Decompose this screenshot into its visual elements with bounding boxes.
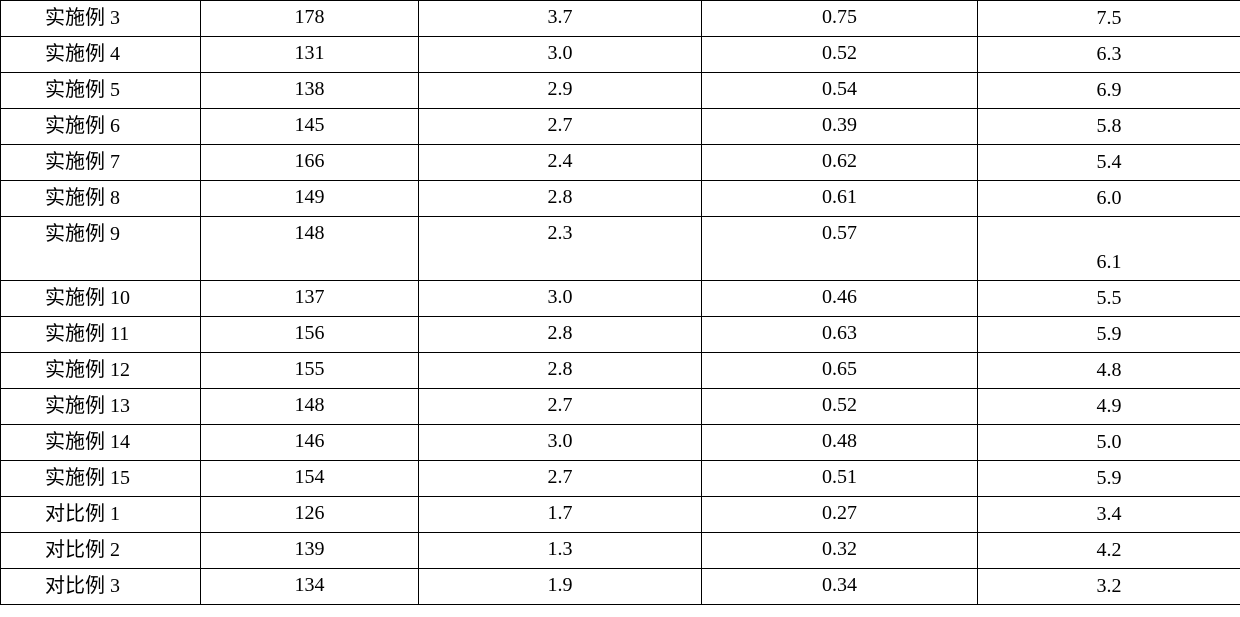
table-row: 对比例 11261.70.273.4	[1, 497, 1240, 533]
cell-value: 3.2	[978, 569, 1240, 605]
cell-value: 137	[201, 281, 419, 317]
cell-value: 0.54	[702, 73, 978, 109]
cell-value: 7.5	[978, 1, 1240, 37]
table-container: 实施例 31783.70.757.5实施例 41313.00.526.3实施例 …	[0, 0, 1240, 617]
cell-value: 148	[201, 217, 419, 281]
cell-value: 138	[201, 73, 419, 109]
cell-value: 0.52	[702, 389, 978, 425]
table-row: 实施例 131482.70.524.9	[1, 389, 1240, 425]
cell-value: 131	[201, 37, 419, 73]
row-label: 实施例 3	[1, 1, 201, 37]
table-row: 实施例 141463.00.485.0	[1, 425, 1240, 461]
cell-value: 1.9	[419, 569, 702, 605]
cell-value: 4.2	[978, 533, 1240, 569]
table-row: 实施例 91482.30.576.1	[1, 217, 1240, 281]
cell-value: 2.3	[419, 217, 702, 281]
row-label: 实施例 7	[1, 145, 201, 181]
row-label: 实施例 6	[1, 109, 201, 145]
cell-value: 0.51	[702, 461, 978, 497]
table-row: 实施例 31783.70.757.5	[1, 1, 1240, 37]
cell-value: 155	[201, 353, 419, 389]
table-row: 实施例 81492.80.616.0	[1, 181, 1240, 217]
row-label: 实施例 12	[1, 353, 201, 389]
cell-value: 2.7	[419, 109, 702, 145]
cell-value: 154	[201, 461, 419, 497]
cell-value: 149	[201, 181, 419, 217]
table-row: 实施例 51382.90.546.9	[1, 73, 1240, 109]
cell-value: 2.8	[419, 181, 702, 217]
cell-value: 0.61	[702, 181, 978, 217]
cell-value: 0.65	[702, 353, 978, 389]
row-label: 对比例 2	[1, 533, 201, 569]
cell-value: 3.4	[978, 497, 1240, 533]
cell-value: 2.7	[419, 461, 702, 497]
cell-value: 1.3	[419, 533, 702, 569]
cell-value: 2.4	[419, 145, 702, 181]
cell-value: 1.7	[419, 497, 702, 533]
table-row: 实施例 101373.00.465.5	[1, 281, 1240, 317]
cell-value: 146	[201, 425, 419, 461]
table-row: 实施例 41313.00.526.3	[1, 37, 1240, 73]
table-row: 对比例 31341.90.343.2	[1, 569, 1240, 605]
row-label: 实施例 11	[1, 317, 201, 353]
cell-value: 178	[201, 1, 419, 37]
cell-value: 5.5	[978, 281, 1240, 317]
cell-value: 0.32	[702, 533, 978, 569]
cell-value: 5.9	[978, 317, 1240, 353]
cell-value: 2.7	[419, 389, 702, 425]
cell-value: 134	[201, 569, 419, 605]
cell-value: 6.3	[978, 37, 1240, 73]
cell-value: 166	[201, 145, 419, 181]
cell-value: 0.27	[702, 497, 978, 533]
cell-value: 4.8	[978, 353, 1240, 389]
cell-value: 5.8	[978, 109, 1240, 145]
data-table: 实施例 31783.70.757.5实施例 41313.00.526.3实施例 …	[0, 0, 1240, 605]
cell-value: 0.34	[702, 569, 978, 605]
table-row: 实施例 111562.80.635.9	[1, 317, 1240, 353]
cell-value: 6.1	[978, 217, 1240, 281]
table-row: 实施例 61452.70.395.8	[1, 109, 1240, 145]
cell-value: 0.57	[702, 217, 978, 281]
cell-value: 156	[201, 317, 419, 353]
cell-value: 0.48	[702, 425, 978, 461]
cell-value: 2.8	[419, 317, 702, 353]
cell-value: 3.0	[419, 281, 702, 317]
cell-value: 0.39	[702, 109, 978, 145]
cell-value: 126	[201, 497, 419, 533]
cell-value: 6.0	[978, 181, 1240, 217]
cell-value: 0.75	[702, 1, 978, 37]
table-row: 实施例 121552.80.654.8	[1, 353, 1240, 389]
row-label: 实施例 13	[1, 389, 201, 425]
row-label: 实施例 9	[1, 217, 201, 281]
table-row: 对比例 21391.30.324.2	[1, 533, 1240, 569]
cell-value: 2.8	[419, 353, 702, 389]
cell-value: 0.46	[702, 281, 978, 317]
cell-value: 0.63	[702, 317, 978, 353]
cell-value: 5.0	[978, 425, 1240, 461]
cell-value: 145	[201, 109, 419, 145]
row-label: 对比例 1	[1, 497, 201, 533]
cell-value: 0.62	[702, 145, 978, 181]
cell-value: 2.9	[419, 73, 702, 109]
table-row: 实施例 71662.40.625.4	[1, 145, 1240, 181]
cell-value: 3.7	[419, 1, 702, 37]
cell-value: 0.52	[702, 37, 978, 73]
row-label: 实施例 4	[1, 37, 201, 73]
cell-value: 6.9	[978, 73, 1240, 109]
cell-value: 148	[201, 389, 419, 425]
row-label: 实施例 8	[1, 181, 201, 217]
row-label: 实施例 15	[1, 461, 201, 497]
row-label: 对比例 3	[1, 569, 201, 605]
cell-value: 5.9	[978, 461, 1240, 497]
row-label: 实施例 10	[1, 281, 201, 317]
cell-value: 5.4	[978, 145, 1240, 181]
cell-value: 4.9	[978, 389, 1240, 425]
cell-value: 3.0	[419, 37, 702, 73]
cell-value: 3.0	[419, 425, 702, 461]
table-row: 实施例 151542.70.515.9	[1, 461, 1240, 497]
row-label: 实施例 5	[1, 73, 201, 109]
cell-value: 139	[201, 533, 419, 569]
row-label: 实施例 14	[1, 425, 201, 461]
